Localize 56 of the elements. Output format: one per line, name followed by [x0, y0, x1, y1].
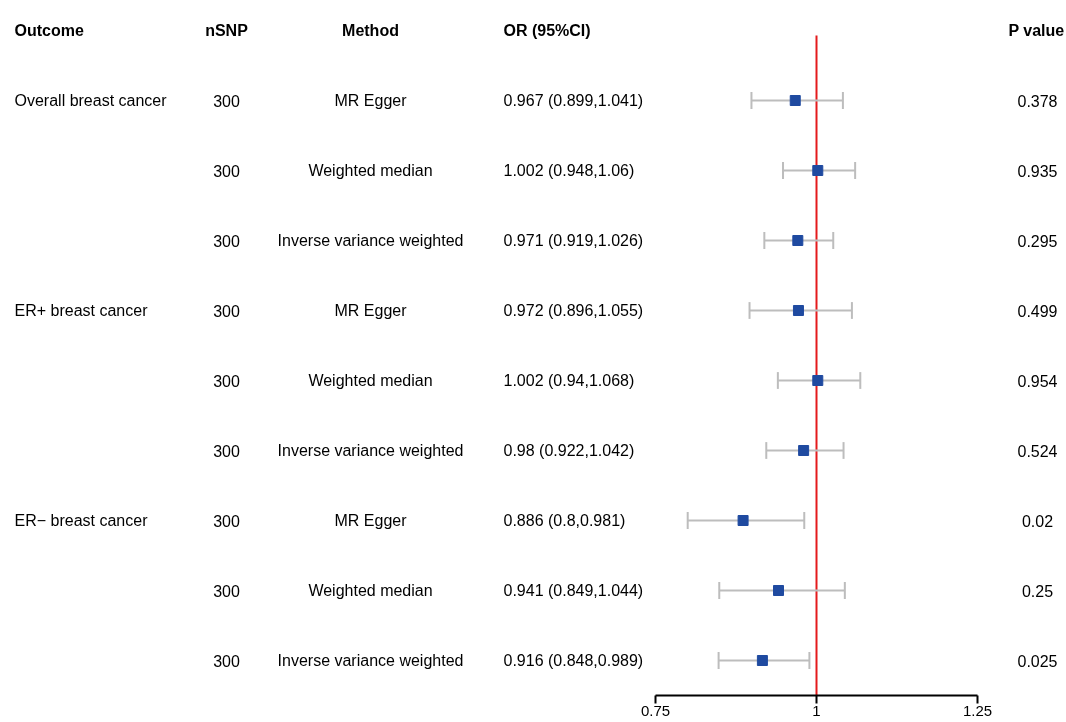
text: 300	[213, 582, 240, 600]
text: 0.954	[1017, 372, 1058, 390]
text: 0.02	[1021, 512, 1054, 530]
point	[773, 585, 784, 596]
text: 0.25	[1021, 582, 1054, 600]
text: Overall breast cancer	[14, 92, 168, 109]
text: Weighted median	[308, 582, 433, 599]
x-tick-label: 1	[812, 701, 821, 719]
text: 0.98 (0.922,1.042)	[503, 442, 635, 459]
text: 1.002 (0.94,1.068)	[503, 372, 635, 389]
point	[812, 165, 824, 176]
text: 0.916 (0.848,0.989)	[503, 652, 644, 669]
text: 0.295	[1017, 232, 1058, 250]
text: 0.935	[1017, 162, 1058, 180]
text: MR Egger	[334, 512, 408, 529]
text: 300	[213, 442, 240, 460]
text: 0.378	[1017, 92, 1058, 110]
x-tick-label: 1.25	[962, 701, 993, 719]
text: Inverse variance weighted	[277, 652, 464, 669]
text: 300	[213, 652, 240, 670]
text: 300	[213, 232, 240, 250]
text: 0.971 (0.919,1.026)	[503, 232, 644, 249]
text: Weighted median	[308, 162, 433, 179]
point	[756, 655, 768, 666]
text: 0.886 (0.8,0.981)	[503, 512, 626, 529]
text: 0.499	[1017, 302, 1058, 320]
text: Inverse variance weighted	[277, 442, 464, 459]
text: OR (95%CI)	[503, 22, 591, 39]
text: ER− breast cancer	[14, 512, 149, 529]
text: MR Egger	[334, 302, 408, 319]
text: 1.002 (0.948,1.06)	[503, 162, 635, 179]
point	[737, 515, 749, 526]
text: Outcome	[14, 22, 84, 39]
text: 0.941 (0.849,1.044)	[503, 582, 644, 599]
text: 300	[213, 162, 240, 180]
text: 300	[213, 302, 240, 320]
text: 0.972 (0.896,1.055)	[503, 302, 644, 319]
text: MR Egger	[334, 92, 408, 109]
text: 300	[213, 92, 240, 110]
text: 300	[213, 372, 240, 390]
text: 300	[213, 512, 240, 530]
text: 0.524	[1017, 442, 1058, 460]
text: 0.967 (0.899,1.041)	[503, 92, 644, 109]
point	[792, 305, 804, 316]
text: P value	[1008, 22, 1065, 39]
point	[792, 235, 804, 246]
text: Weighted median	[308, 372, 433, 389]
point	[789, 95, 801, 106]
text: ER+ breast cancer	[14, 302, 149, 319]
point	[812, 375, 824, 386]
point	[798, 445, 810, 456]
x-tick-label: 0.75	[640, 701, 671, 719]
text: nSNP	[205, 22, 249, 39]
text: Method	[342, 22, 399, 39]
text: 0.025	[1017, 652, 1058, 670]
text: Inverse variance weighted	[277, 232, 464, 249]
